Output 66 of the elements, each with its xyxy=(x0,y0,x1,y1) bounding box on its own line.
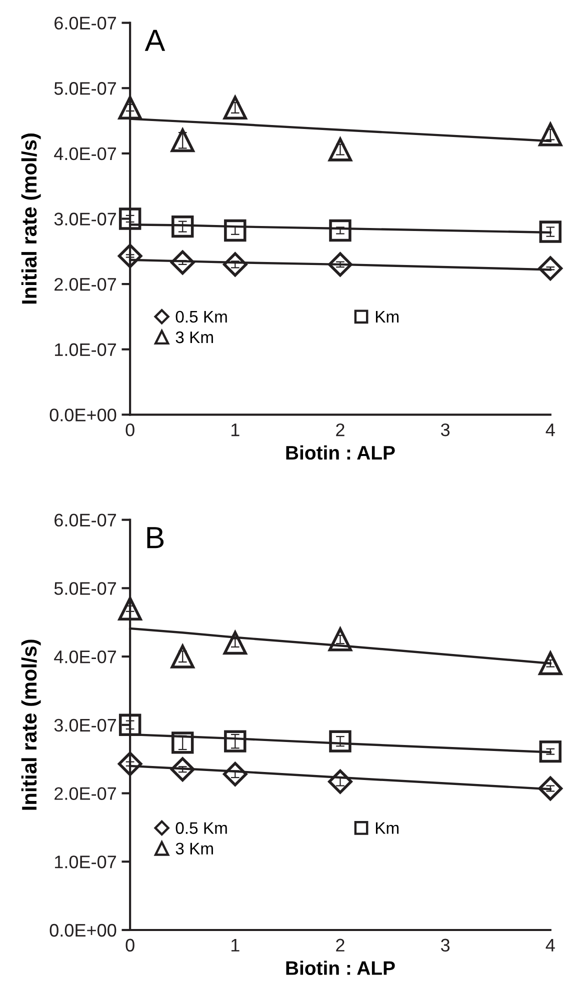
point xyxy=(172,732,194,754)
point xyxy=(118,714,142,736)
point xyxy=(118,596,142,620)
y-tick-label: 2.0E-07 xyxy=(54,787,116,800)
legend-label: Km xyxy=(376,822,399,834)
y-tick-label: 0.0E+00 xyxy=(50,408,116,422)
point xyxy=(538,256,563,281)
point xyxy=(539,740,562,763)
x-tick-label: 0 xyxy=(126,938,134,952)
x-axis-title: Biotin : ALP xyxy=(286,445,395,460)
y-tick-label: 2.0E-07 xyxy=(54,278,116,291)
x-tick-label: 4 xyxy=(546,424,555,436)
point xyxy=(223,631,247,655)
y-tick-label: 4.0E-07 xyxy=(54,147,116,160)
point xyxy=(172,215,194,238)
point xyxy=(328,628,352,652)
y-axis-title: Initial rate (mol/s) xyxy=(21,640,41,810)
point xyxy=(224,219,246,242)
point xyxy=(539,220,562,243)
x-tick-label: 2 xyxy=(336,938,344,952)
x-tick-label: 1 xyxy=(232,424,240,436)
point xyxy=(222,252,248,277)
y-tick-label: 0.0E+00 xyxy=(50,924,116,937)
point xyxy=(329,219,352,242)
point xyxy=(328,138,352,162)
x-tick-label: 4 xyxy=(546,938,555,952)
point xyxy=(118,752,142,776)
legend-label: 0.5 Km xyxy=(176,310,227,323)
y-tick-label: 5.0E-07 xyxy=(54,582,116,595)
legend-label: 3 Km xyxy=(176,842,213,854)
point xyxy=(538,776,563,801)
y-tick-label: 1.0E-07 xyxy=(55,856,116,868)
point xyxy=(538,652,562,676)
x-tick-label: 2 xyxy=(336,423,344,436)
point xyxy=(118,96,142,120)
point xyxy=(328,769,352,794)
point xyxy=(118,208,142,230)
x-axis-title: Biotin : ALP xyxy=(286,960,395,976)
x-tick-label: 1 xyxy=(232,938,240,952)
y-axis-title: Initial rate (mol/s) xyxy=(21,134,41,304)
y-tick-label: 5.0E-07 xyxy=(54,82,116,95)
y-tick-label: 4.0E-07 xyxy=(54,650,116,664)
y-tick-label: 3.0E-07 xyxy=(54,718,116,732)
y-tick-label: 1.0E-07 xyxy=(55,343,116,356)
legend-label: 0.5 Km xyxy=(176,822,227,834)
point xyxy=(170,644,194,668)
point xyxy=(170,128,194,152)
y-tick-label: 6.0E-07 xyxy=(54,514,116,527)
point xyxy=(328,252,352,277)
legend-label: Km xyxy=(376,311,399,322)
point xyxy=(329,730,352,752)
point xyxy=(223,96,247,120)
point xyxy=(118,244,142,268)
point xyxy=(170,250,195,275)
annotation: A xyxy=(144,30,166,51)
point xyxy=(224,730,246,752)
x-tick-label: 0 xyxy=(126,423,134,436)
x-tick-label: 3 xyxy=(440,423,450,436)
x-tick-label: 3 xyxy=(440,938,450,952)
point xyxy=(170,757,195,782)
legend-label: 3 Km xyxy=(176,331,213,344)
point xyxy=(538,122,562,146)
point xyxy=(222,762,248,786)
y-tick-label: 3.0E-07 xyxy=(54,212,116,226)
annotation: B xyxy=(147,527,164,548)
y-tick-label: 6.0E-07 xyxy=(54,16,116,30)
